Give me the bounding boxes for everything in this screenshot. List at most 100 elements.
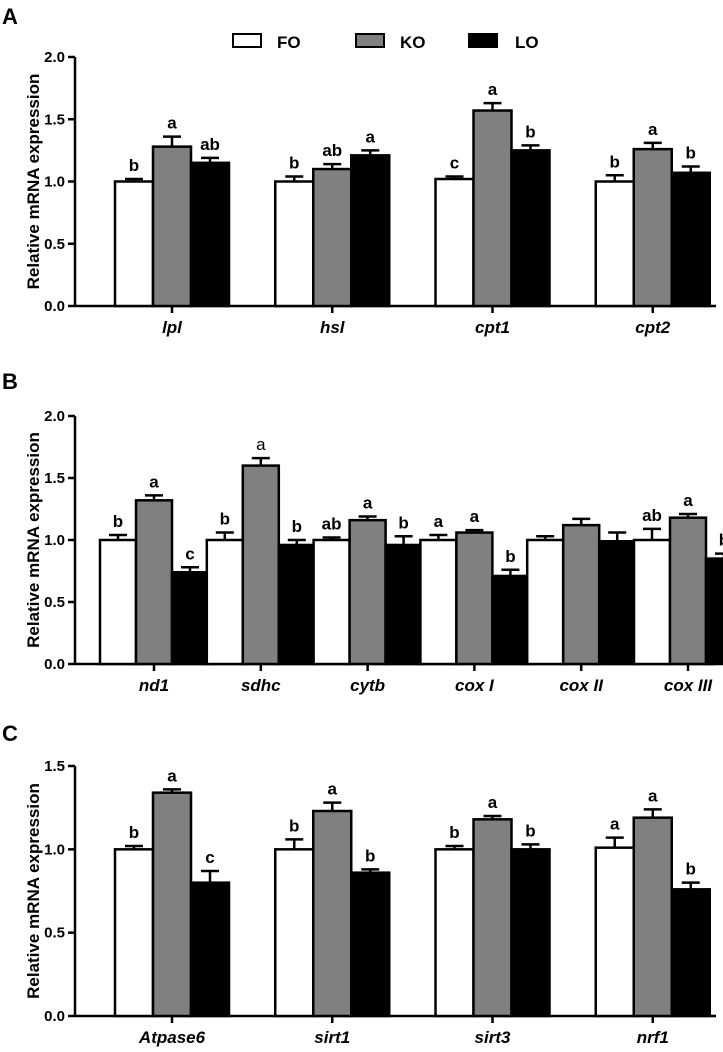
legend-swatch-ko	[355, 33, 385, 48]
significance-label-ko: a	[470, 507, 480, 526]
significance-label-ko: a	[167, 114, 177, 133]
significance-label-lo: ab	[200, 135, 220, 154]
category-label-c: Atpase6	[138, 1028, 206, 1047]
bar-ko	[455, 531, 494, 666]
y-tick-label-a: 2.0	[44, 49, 65, 66]
significance-label-fo: b	[289, 154, 299, 173]
bar-ko	[134, 499, 174, 666]
bar-lo	[277, 543, 317, 666]
significance-label-ko: a	[149, 472, 159, 491]
legend-item-fo: FO	[232, 33, 301, 52]
bar-fo	[274, 848, 315, 1018]
legend-item-ko: KO	[355, 33, 426, 52]
bar-fo	[113, 848, 155, 1018]
panel-letter-a: A	[2, 4, 18, 29]
bar-fo	[274, 180, 315, 308]
bar-lo	[597, 539, 637, 666]
significance-label-lo: b	[686, 860, 696, 879]
bar-ko	[348, 518, 387, 666]
significance-label-lo: b	[365, 846, 375, 865]
category-label-a: cpt1	[475, 318, 510, 337]
bar-fo	[113, 180, 155, 308]
bar-fo	[594, 180, 635, 308]
bar-ko	[151, 145, 193, 308]
category-label-b: nd1	[139, 676, 169, 695]
significance-label-ko: a	[363, 493, 373, 512]
y-tick-label-b: 2.0	[44, 408, 65, 425]
significance-label-ko: a	[167, 766, 177, 785]
bar-lo	[670, 888, 711, 1018]
category-label-a: lpl	[162, 318, 183, 337]
significance-label-lo: b	[525, 821, 535, 840]
category-label-a: hsl	[320, 318, 346, 337]
significance-label-fo: b	[129, 156, 139, 175]
significance-label-lo: c	[205, 848, 214, 867]
bar-fo	[205, 538, 245, 666]
y-tick-label-c: 1.5	[44, 758, 65, 775]
bar-lo	[670, 171, 711, 308]
significance-label-fo: a	[610, 815, 620, 834]
legend-label-ko: KO	[400, 33, 426, 52]
y-tick-label-b: 0.0	[44, 656, 65, 673]
significance-label-fo: ab	[322, 515, 342, 534]
significance-label-fo: b	[113, 512, 123, 531]
bar-fo	[98, 538, 138, 666]
legend-swatch-fo	[232, 33, 262, 48]
y-tick-label-a: 1.5	[44, 111, 65, 128]
significance-label-ko: a	[648, 120, 658, 139]
bar-fo	[312, 538, 351, 666]
y-tick-label-c: 0.0	[44, 1008, 65, 1025]
bar-fo	[632, 538, 672, 666]
significance-label-fo: b	[449, 823, 459, 842]
significance-label-lo: b	[525, 122, 535, 141]
y-tick-label-c: 1.0	[44, 841, 65, 858]
significance-label-lo: b	[719, 531, 723, 550]
bar-ko	[632, 147, 673, 308]
bar-ko	[472, 818, 513, 1018]
significance-label-fo: b	[289, 816, 299, 835]
significance-label-fo: b	[129, 823, 139, 842]
category-label-b: cox III	[664, 676, 713, 695]
significance-label-fo: ab	[642, 506, 662, 525]
significance-label-lo: b	[686, 144, 696, 163]
significance-label-ko: a	[328, 780, 338, 799]
category-label-b: sdhc	[241, 676, 281, 695]
y-tick-label-a: 0.0	[44, 298, 65, 315]
y-axis-label-a: Relative mRNA expression	[24, 74, 43, 290]
significance-label-lo: b	[292, 517, 302, 536]
bar-ko	[632, 816, 673, 1018]
bar-lo	[510, 848, 551, 1018]
significance-label-lo: c	[185, 544, 194, 563]
panel-letter-c: C	[2, 721, 18, 746]
bar-lo	[350, 871, 391, 1018]
bar-ko	[241, 464, 281, 666]
panel-letter-b: B	[2, 369, 18, 394]
y-axis-label-b: Relative mRNA expression	[24, 432, 43, 648]
significance-label-fo: b	[220, 510, 230, 529]
bar-lo	[189, 881, 231, 1018]
category-label-b: cox I	[455, 676, 495, 695]
bar-ko	[151, 791, 193, 1018]
legend-label-lo: LO	[515, 33, 539, 52]
significance-label-fo: b	[610, 152, 620, 171]
bar-lo	[704, 557, 723, 666]
bar-lo	[350, 154, 391, 308]
bar-ko	[472, 109, 513, 308]
significance-label-fo: a	[434, 512, 444, 531]
y-tick-label-b: 0.5	[44, 594, 65, 611]
significance-label-ko: a	[648, 786, 658, 805]
category-label-c: sirt1	[314, 1028, 350, 1047]
significance-label-fo: c	[450, 154, 459, 173]
bar-fo	[434, 177, 475, 308]
y-tick-label-a: 1.0	[44, 174, 65, 191]
significance-label-lo: b	[505, 547, 515, 566]
category-label-b: cox II	[559, 676, 604, 695]
legend-label-fo: FO	[277, 33, 301, 52]
bar-lo	[189, 161, 231, 308]
y-tick-label-b: 1.0	[44, 532, 65, 549]
bar-lo	[384, 543, 423, 666]
legend-swatch-lo	[468, 33, 498, 48]
y-axis-label-c: Relative mRNA expression	[24, 783, 43, 999]
bar-lo	[170, 570, 210, 666]
